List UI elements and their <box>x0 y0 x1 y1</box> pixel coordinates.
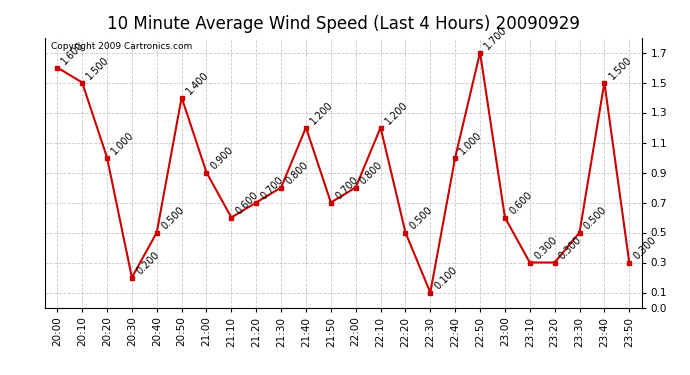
Text: 0.300: 0.300 <box>532 234 559 261</box>
Text: Copyright 2009 Cartronics.com: Copyright 2009 Cartronics.com <box>51 42 192 51</box>
Text: 0.500: 0.500 <box>582 204 609 231</box>
Text: 1.500: 1.500 <box>607 54 633 81</box>
Text: 1.000: 1.000 <box>457 129 484 156</box>
Text: 0.500: 0.500 <box>159 204 186 231</box>
Text: 0.100: 0.100 <box>433 264 460 291</box>
Text: 0.200: 0.200 <box>135 249 161 276</box>
Text: 1.000: 1.000 <box>110 129 136 156</box>
Text: 0.300: 0.300 <box>557 234 584 261</box>
Text: 1.200: 1.200 <box>308 99 335 126</box>
Text: 0.700: 0.700 <box>259 174 286 201</box>
Text: 1.600: 1.600 <box>60 39 86 66</box>
Text: 0.700: 0.700 <box>333 174 360 201</box>
Text: 0.300: 0.300 <box>632 234 658 261</box>
Title: 10 Minute Average Wind Speed (Last 4 Hours) 20090929: 10 Minute Average Wind Speed (Last 4 Hou… <box>107 15 580 33</box>
Text: 0.800: 0.800 <box>284 159 310 186</box>
Text: 0.800: 0.800 <box>358 159 385 186</box>
Text: 0.600: 0.600 <box>507 189 534 216</box>
Text: 1.700: 1.700 <box>482 24 509 51</box>
Text: 0.900: 0.900 <box>209 144 235 171</box>
Text: 1.200: 1.200 <box>383 99 410 126</box>
Text: 0.500: 0.500 <box>408 204 435 231</box>
Text: 0.600: 0.600 <box>234 189 260 216</box>
Text: 1.400: 1.400 <box>184 69 210 96</box>
Text: 1.500: 1.500 <box>85 54 111 81</box>
